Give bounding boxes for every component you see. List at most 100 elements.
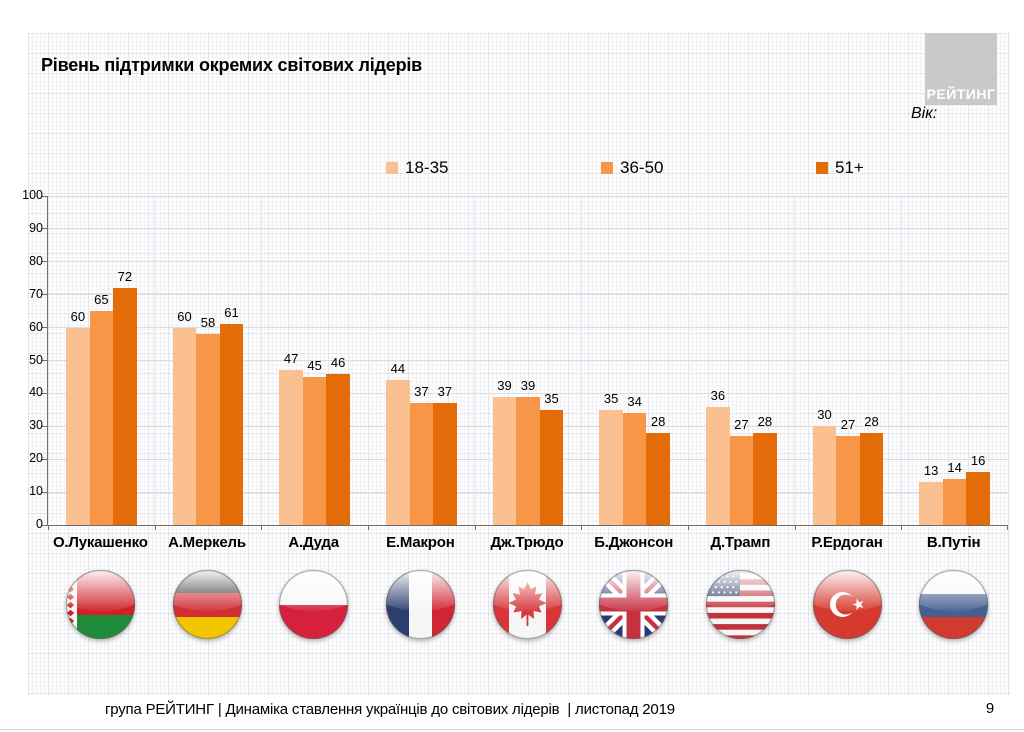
bar-age-36-50: [729, 436, 754, 525]
x-axis-tick: [154, 525, 156, 530]
flag-belarus: [64, 568, 137, 641]
page-number: 9: [985, 700, 995, 717]
flag-poland: [277, 568, 350, 641]
x-axis-tick: [48, 525, 49, 530]
flag-germany: [171, 568, 244, 641]
bar-value-label: 46: [330, 354, 346, 370]
legend-swatch-icon: [816, 162, 828, 174]
flag-poland-icon: [279, 569, 349, 640]
y-axis-tick: [42, 491, 48, 493]
category-labels: О.Лукашенко А.Меркель А.Дуда Е.Макрон Дж.Трю…: [47, 534, 1007, 554]
y-axis-tick-label: 50: [29, 352, 43, 367]
x-axis-tick: [901, 525, 903, 530]
x-axis-tick: [474, 525, 476, 530]
bar-age-36-50: [836, 436, 860, 525]
category-label: О.Лукашенко: [52, 534, 148, 551]
gridline-vertical: [474, 196, 476, 525]
bar-value-label: 61: [224, 305, 239, 321]
flag-russia: [917, 568, 990, 641]
category-label: Б.Джонсон: [594, 534, 674, 551]
y-axis-tick-label: 100: [22, 188, 43, 202]
flag-canada-icon: [492, 569, 562, 640]
gridline-horizontal: [48, 327, 1008, 329]
y-axis-tick: [42, 524, 48, 526]
legend-item-18-35: 18-35: [386, 158, 448, 177]
y-axis-tick: [42, 458, 48, 460]
legend: 18-35 36-50 51+: [28, 158, 1010, 179]
gridline-horizontal: [48, 294, 1008, 296]
legend-swatch-icon: [601, 162, 613, 174]
x-axis-tick: [1007, 525, 1008, 530]
legend-item-51+: 51+: [816, 158, 864, 177]
bar-age-36-50: [89, 311, 114, 525]
y-axis-tick-label: 80: [29, 253, 43, 268]
bar-value-label: 36: [710, 387, 726, 403]
bar-value-label: 72: [117, 269, 133, 285]
y-axis-tick: [42, 195, 48, 197]
bar-age-51+: [433, 403, 457, 525]
rating-logo-text: РЕЙТИНГ: [926, 86, 996, 102]
gridline-vertical: [154, 196, 156, 525]
gridline-vertical: [367, 196, 369, 525]
bar-value-label: 35: [603, 390, 619, 406]
x-axis-tick: [688, 525, 689, 530]
bar-age-51+: [219, 324, 244, 525]
bar-value-label: 37: [414, 384, 429, 400]
y-axis-tick-label: 90: [29, 220, 43, 235]
y-axis-tick: [42, 261, 48, 263]
y-axis-tick-label: 10: [29, 484, 43, 499]
y-axis-tick: [42, 392, 48, 394]
category-label: Дж.Трюдо: [490, 534, 564, 551]
category-label: Р.Ердоган: [811, 534, 883, 551]
gridline-horizontal: [48, 392, 1008, 394]
flag-france-icon: [385, 569, 455, 640]
bar-age-51+: [966, 472, 990, 525]
legend-label: 51+: [835, 158, 864, 177]
bar-age-36-50: [622, 413, 647, 525]
bar-value-label: 27: [840, 417, 856, 433]
flags-row: [47, 568, 1007, 648]
plot-area: 0 10 20 30 40 50 60 70 80 90 100 60 65 72 60 58 61 47 45 46…: [22, 188, 1008, 531]
bar-age-51+: [326, 373, 350, 525]
y-axis-tick: [42, 360, 48, 361]
bar-value-label: 58: [200, 315, 216, 331]
gridline-vertical: [900, 196, 902, 525]
bar-value-label: 44: [390, 361, 406, 377]
bar-value-label: 27: [734, 417, 749, 433]
bar-value-label: 28: [650, 413, 666, 429]
category-label: Д.Трамп: [710, 534, 771, 551]
page-title: Рівень підтримки окремих світових лідері…: [41, 55, 423, 75]
y-axis-tick-label: 60: [29, 319, 43, 334]
bar-value-label: 30: [817, 407, 832, 423]
bar-age-18-35: [812, 426, 837, 525]
bar-age-18-35: [66, 327, 90, 525]
bar-age-18-35: [386, 380, 410, 525]
flag-turkey-icon: [812, 569, 882, 640]
gridline-vertical: [580, 196, 582, 525]
legend-swatch-icon: [386, 162, 398, 174]
gridline-horizontal: [48, 228, 1008, 230]
bar-age-36-50: [409, 403, 434, 525]
flag-turkey: [811, 568, 884, 641]
y-axis-tick-label: 0: [36, 517, 43, 531]
flag-germany-icon: [172, 569, 242, 640]
gridline-horizontal: [48, 195, 1008, 197]
bar-value-label: 60: [177, 308, 192, 324]
category-label: А.Меркель: [168, 534, 246, 551]
bar-value-label: 60: [70, 308, 86, 324]
flag-usa: [704, 568, 777, 641]
rating-group-logo: РЕЙТИНГ: [925, 33, 997, 105]
y-axis-tick: [42, 294, 48, 296]
legend-label: 36-50: [620, 158, 664, 177]
flag-canada: [491, 568, 564, 641]
y-axis-tick: [42, 327, 48, 329]
flag-france: [384, 568, 457, 641]
bar-age-51+: [859, 432, 884, 525]
bar-age-18-35: [599, 409, 623, 525]
y-axis-tick: [42, 228, 48, 230]
y-axis-tick-label: 70: [29, 286, 43, 301]
flag-uk: [597, 568, 670, 641]
gridline-vertical: [687, 196, 689, 525]
y-axis-tick: [42, 425, 48, 427]
gridline-horizontal: [48, 261, 1008, 263]
